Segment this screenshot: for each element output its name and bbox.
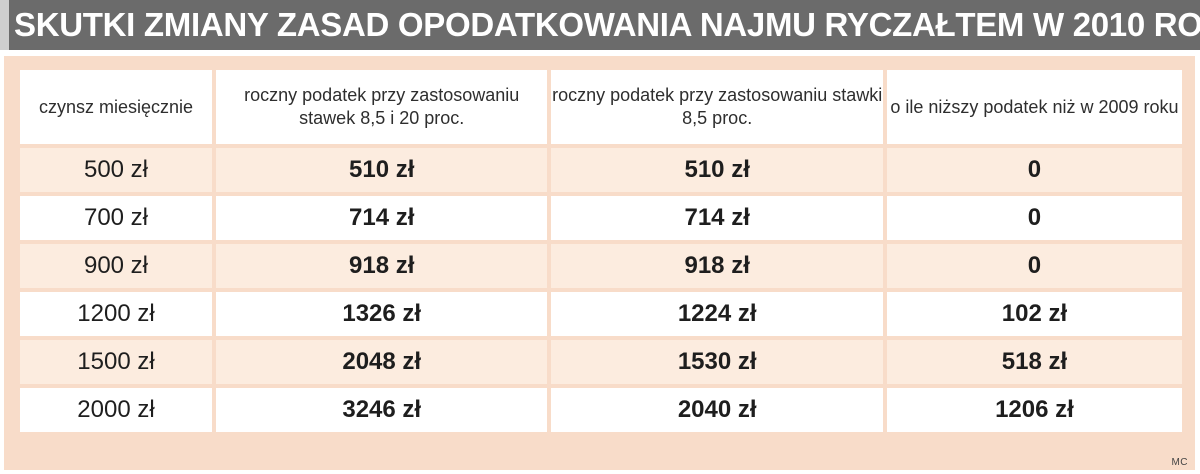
- cell-rent: 900 zł: [20, 244, 212, 288]
- cell-tax-two-rates: 714 zł: [216, 196, 548, 240]
- table-row: 2000 zł 3246 zł 2040 zł 1206 zł: [20, 388, 1182, 432]
- table-panel: czynsz miesięcznie roczny podatek przy z…: [4, 56, 1195, 470]
- cell-tax-single-rate: 714 zł: [551, 196, 883, 240]
- cell-tax-two-rates: 1326 zł: [216, 292, 548, 336]
- credit-label: MC: [1171, 457, 1188, 468]
- cell-rent: 2000 zł: [20, 388, 212, 432]
- cell-rent: 500 zł: [20, 148, 212, 192]
- cell-difference: 1206 zł: [886, 388, 1182, 432]
- cell-rent: 1200 zł: [20, 292, 212, 336]
- cell-difference: 0: [886, 196, 1182, 240]
- cell-tax-two-rates: 3246 zł: [216, 388, 548, 432]
- table-row: 1500 zł 2048 zł 1530 zł 518 zł: [20, 340, 1182, 384]
- table-row: 500 zł 510 zł 510 zł 0: [20, 148, 1182, 192]
- table-row: 700 zł 714 zł 714 zł 0: [20, 196, 1182, 240]
- column-header-difference: o ile niższy podatek niż w 2009 roku: [886, 70, 1182, 144]
- title-bar: SKUTKI ZMIANY ZASAD OPODATKOWANIA NAJMU …: [0, 0, 1200, 50]
- title-accent-stripe: [0, 0, 9, 50]
- cell-tax-single-rate: 2040 zł: [551, 388, 883, 432]
- column-header-rent: czynsz miesięcznie: [20, 70, 212, 144]
- cell-tax-single-rate: 918 zł: [551, 244, 883, 288]
- table-row: 1200 zł 1326 zł 1224 zł 102 zł: [20, 292, 1182, 336]
- cell-tax-single-rate: 510 zł: [551, 148, 883, 192]
- column-header-tax-single-rate: roczny podatek przy zastosowaniu stawki …: [551, 70, 883, 144]
- table-body: 500 zł 510 zł 510 zł 0 700 zł 714 zł 714 zł 0 90…: [20, 148, 1182, 432]
- header-row: czynsz miesięcznie roczny podatek przy z…: [20, 70, 1182, 144]
- cell-difference: 518 zł: [886, 340, 1182, 384]
- table-row: 900 zł 918 zł 918 zł 0: [20, 244, 1182, 288]
- cell-tax-single-rate: 1224 zł: [551, 292, 883, 336]
- tax-table: czynsz miesięcznie roczny podatek przy z…: [16, 66, 1186, 436]
- cell-tax-two-rates: 2048 zł: [216, 340, 548, 384]
- cell-rent: 1500 zł: [20, 340, 212, 384]
- cell-difference: 102 zł: [886, 292, 1182, 336]
- cell-tax-two-rates: 918 zł: [216, 244, 548, 288]
- cell-difference: 0: [886, 244, 1182, 288]
- chart-title: SKUTKI ZMIANY ZASAD OPODATKOWANIA NAJMU …: [14, 6, 1200, 43]
- cell-rent: 700 zł: [20, 196, 212, 240]
- cell-tax-two-rates: 510 zł: [216, 148, 548, 192]
- column-header-tax-two-rates: roczny podatek przy zastosowaniu stawek …: [216, 70, 548, 144]
- cell-tax-single-rate: 1530 zł: [551, 340, 883, 384]
- cell-difference: 0: [886, 148, 1182, 192]
